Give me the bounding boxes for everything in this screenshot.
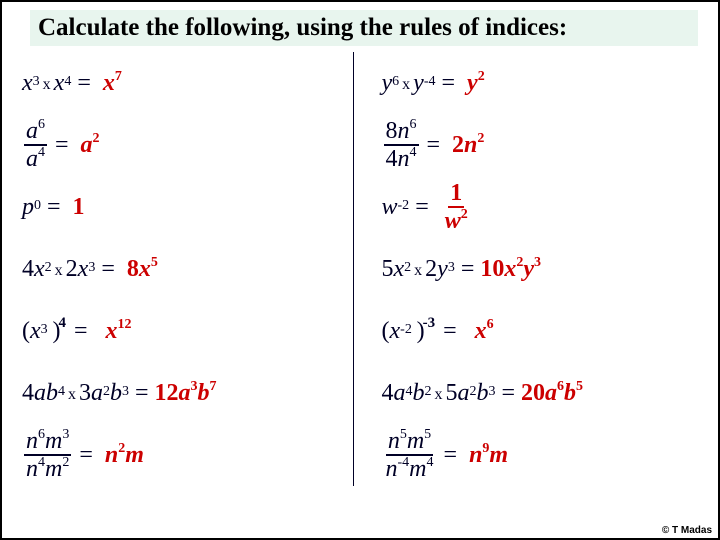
equation-row: y6xy-4= y2 <box>382 52 701 114</box>
equation-row: a6a4= a2 <box>22 114 341 176</box>
credit-text: © T Madas <box>662 525 712 536</box>
equation-row: p0= 1 <box>22 176 341 238</box>
equation-row: x3xx4= x7 <box>22 52 341 114</box>
equation-row: 4ab4x3a2b3=12a3b7 <box>22 362 341 424</box>
equation-row: n5m5n-4m4= n9m <box>382 424 701 486</box>
content-grid: x3xx4= x7a6a4= a2p0= 14x2x2x3= 8x5(x3 )4… <box>2 52 718 486</box>
left-column: x3xx4= x7a6a4= a2p0= 14x2x2x3= 8x5(x3 )4… <box>22 52 354 486</box>
equation-row: 4x2x2x3= 8x5 <box>22 238 341 300</box>
equation-row: 8n64n4= 2n2 <box>382 114 701 176</box>
equation-row: n6m3n4m2= n2m <box>22 424 341 486</box>
equation-row: 5x2x2y3=10x2y3 <box>382 238 701 300</box>
equation-row: 4a4b2x5a2b3=20a6b5 <box>382 362 701 424</box>
equation-row: w-2= 1w2 <box>382 176 701 238</box>
equation-row: (x-2 )-3= x6 <box>382 300 701 362</box>
equation-row: (x3 )4= x12 <box>22 300 341 362</box>
right-column: y6xy-4= y28n64n4= 2n2w-2= 1w25x2x2y3=10x… <box>354 52 701 486</box>
page: Calculate the following, using the rules… <box>0 0 720 540</box>
page-title: Calculate the following, using the rules… <box>30 10 698 46</box>
